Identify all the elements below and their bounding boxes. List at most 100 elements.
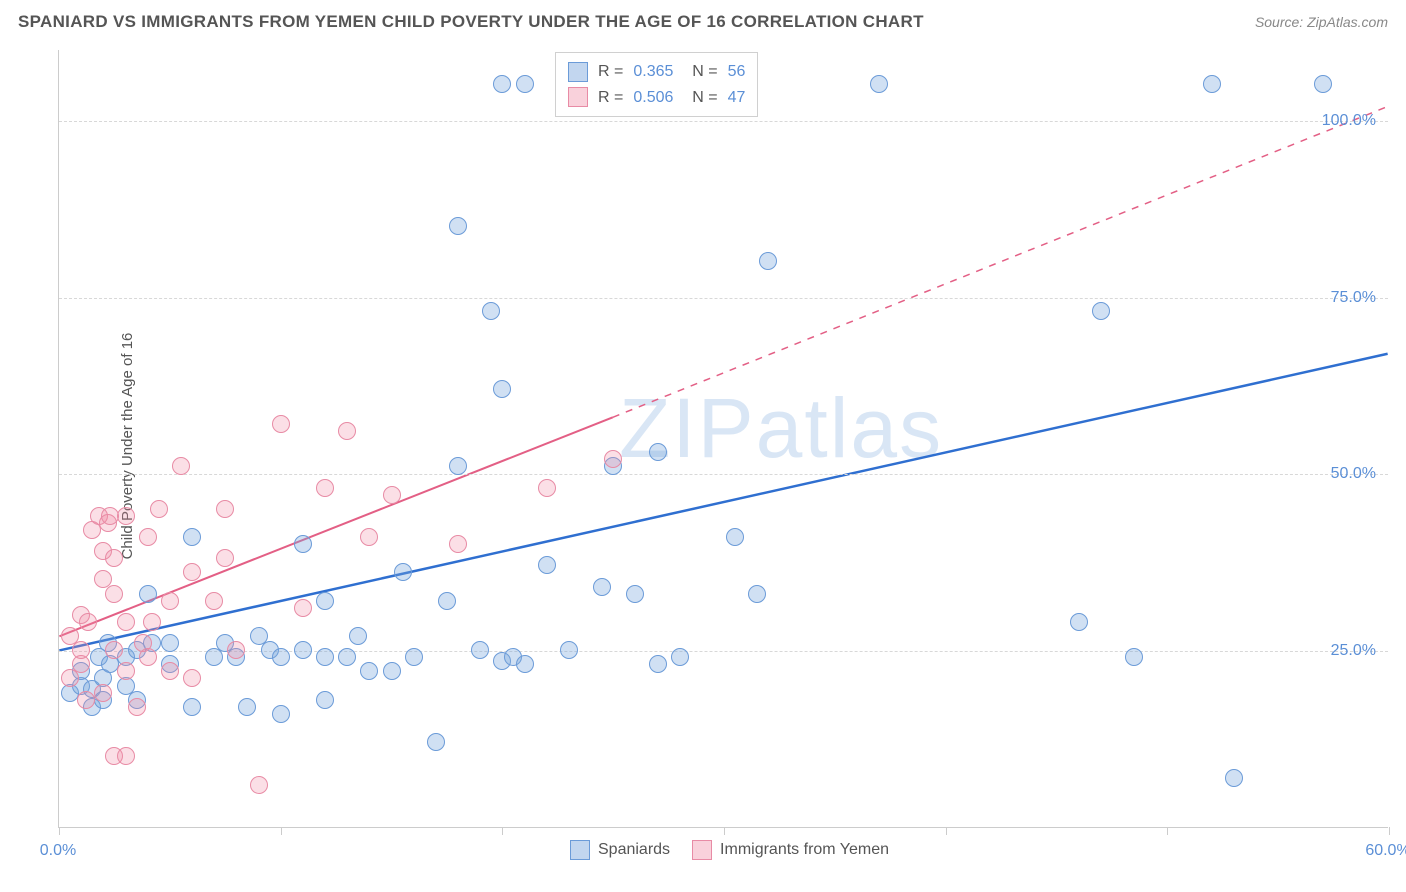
data-point <box>493 380 511 398</box>
data-point <box>227 641 245 659</box>
regression-lines <box>59 50 1388 827</box>
data-point <box>338 422 356 440</box>
data-point <box>449 535 467 553</box>
data-point <box>117 747 135 765</box>
data-point <box>405 648 423 666</box>
data-point <box>560 641 578 659</box>
data-point <box>183 669 201 687</box>
r-value: 0.506 <box>633 85 673 111</box>
data-point <box>1092 302 1110 320</box>
data-point <box>338 648 356 666</box>
data-point <box>516 655 534 673</box>
n-value: 47 <box>728 85 746 111</box>
data-point <box>216 549 234 567</box>
data-point <box>649 443 667 461</box>
data-point <box>139 648 157 666</box>
data-point <box>79 613 97 631</box>
legend-swatch <box>568 62 588 82</box>
data-point <box>216 500 234 518</box>
data-point <box>748 585 766 603</box>
data-point <box>161 592 179 610</box>
data-point <box>726 528 744 546</box>
data-point <box>183 563 201 581</box>
x-tick <box>281 827 282 835</box>
data-point <box>604 450 622 468</box>
r-value: 0.365 <box>633 59 673 85</box>
data-point <box>1203 75 1221 93</box>
data-point <box>349 627 367 645</box>
data-point <box>316 479 334 497</box>
legend-item: Spaniards <box>570 840 670 860</box>
chart-source: Source: ZipAtlas.com <box>1255 14 1388 30</box>
data-point <box>1314 75 1332 93</box>
data-point <box>161 662 179 680</box>
y-tick-label: 25.0% <box>1331 642 1376 660</box>
x-tick <box>59 827 60 835</box>
data-point <box>449 457 467 475</box>
data-point <box>105 549 123 567</box>
legend-swatch <box>568 87 588 107</box>
data-point <box>316 691 334 709</box>
data-point <box>117 613 135 631</box>
x-tick <box>724 827 725 835</box>
n-value: 56 <box>728 59 746 85</box>
series-legend: Spaniards Immigrants from Yemen <box>570 840 889 860</box>
data-point <box>294 535 312 553</box>
data-point <box>128 698 146 716</box>
data-point <box>471 641 489 659</box>
legend-row: R = 0.365 N = 56 <box>568 59 745 85</box>
y-tick-label: 50.0% <box>1331 465 1376 483</box>
data-point <box>117 507 135 525</box>
correlation-legend: R = 0.365 N = 56R = 0.506 N = 47 <box>555 52 758 117</box>
data-point <box>250 776 268 794</box>
plot-container: ZIPatlas 25.0%50.0%75.0%100.0% R = 0.365… <box>58 50 1388 828</box>
data-point <box>427 733 445 751</box>
data-point <box>77 691 95 709</box>
x-tick <box>946 827 947 835</box>
x-tick-label: 0.0% <box>40 842 76 860</box>
data-point <box>394 563 412 581</box>
legend-row: R = 0.506 N = 47 <box>568 85 745 111</box>
legend-label: Spaniards <box>598 841 670 859</box>
data-point <box>294 641 312 659</box>
data-point <box>105 585 123 603</box>
gridline <box>59 651 1388 652</box>
data-point <box>449 217 467 235</box>
data-point <box>72 641 90 659</box>
data-point <box>870 75 888 93</box>
legend-item: Immigrants from Yemen <box>692 840 889 860</box>
data-point <box>238 698 256 716</box>
chart-header: SPANIARD VS IMMIGRANTS FROM YEMEN CHILD … <box>18 12 1388 32</box>
y-tick-label: 100.0% <box>1322 112 1376 130</box>
gridline <box>59 474 1388 475</box>
data-point <box>360 528 378 546</box>
data-point <box>1070 613 1088 631</box>
data-point <box>649 655 667 673</box>
y-tick-label: 75.0% <box>1331 289 1376 307</box>
gridline <box>59 298 1388 299</box>
data-point <box>94 684 112 702</box>
gridline <box>59 121 1388 122</box>
legend-swatch <box>570 840 590 860</box>
data-point <box>161 634 179 652</box>
data-point <box>172 457 190 475</box>
data-point <box>294 599 312 617</box>
data-point <box>493 75 511 93</box>
data-point <box>272 705 290 723</box>
data-point <box>117 662 135 680</box>
data-point <box>183 528 201 546</box>
x-tick-label: 60.0% <box>1365 842 1406 860</box>
data-point <box>150 500 168 518</box>
data-point <box>316 648 334 666</box>
data-point <box>482 302 500 320</box>
data-point <box>105 641 123 659</box>
data-point <box>759 252 777 270</box>
data-point <box>383 662 401 680</box>
x-tick <box>1167 827 1168 835</box>
data-point <box>383 486 401 504</box>
x-tick <box>1389 827 1390 835</box>
data-point <box>1225 769 1243 787</box>
data-point <box>139 585 157 603</box>
data-point <box>143 613 161 631</box>
data-point <box>183 698 201 716</box>
